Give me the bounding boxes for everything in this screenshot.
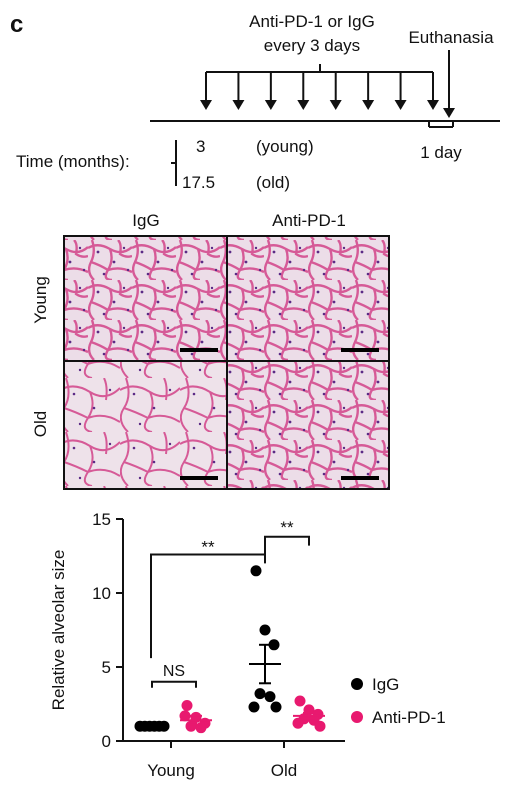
scale-bar-young-igg bbox=[180, 348, 218, 352]
euthanasia-label: Euthanasia bbox=[408, 28, 494, 47]
data-point bbox=[270, 701, 282, 713]
data-point bbox=[250, 565, 262, 577]
panel-letter: c bbox=[10, 11, 23, 38]
histology-row-label-young: Young bbox=[31, 276, 50, 324]
data-point bbox=[181, 699, 193, 711]
dose-arrow-head bbox=[329, 100, 342, 110]
data-point bbox=[259, 624, 271, 636]
y-tick-label: 10 bbox=[92, 584, 111, 603]
time-label: Time (months): bbox=[16, 152, 130, 171]
dose-arrows bbox=[200, 72, 439, 110]
dose-arrow-head bbox=[200, 100, 212, 110]
legend-marker bbox=[351, 711, 363, 723]
histology-old-anti-pd-1 bbox=[227, 361, 389, 489]
histology-grid bbox=[63, 235, 390, 490]
significance-label: ** bbox=[280, 518, 294, 537]
data-point bbox=[179, 710, 191, 722]
dose-arrow-head bbox=[362, 100, 375, 110]
y-axis: 0 5 10 15 bbox=[92, 510, 124, 751]
y-tick-label: 15 bbox=[92, 510, 111, 529]
data-points bbox=[134, 565, 326, 734]
dose-arrow-head bbox=[232, 100, 245, 110]
significance-bracket bbox=[264, 535, 310, 555]
histology-row-label-old: Old bbox=[31, 411, 50, 437]
y-tick-label: 5 bbox=[102, 658, 111, 677]
data-point bbox=[254, 688, 266, 700]
data-point bbox=[314, 720, 326, 732]
x-tick-label: Old bbox=[271, 761, 297, 780]
data-point bbox=[185, 720, 197, 732]
age-young-label: (young) bbox=[256, 137, 314, 156]
x-axis: Young Old bbox=[123, 740, 345, 780]
histology-young-igg bbox=[64, 236, 227, 361]
dose-arrow-head bbox=[394, 100, 407, 110]
significance-bracket bbox=[151, 680, 197, 688]
treatment-label-line2: every 3 days bbox=[264, 36, 360, 55]
data-point bbox=[264, 691, 276, 703]
treatment-label-line1: Anti-PD-1 or IgG bbox=[249, 12, 375, 31]
data-point bbox=[268, 639, 280, 651]
age-old-value: 17.5 bbox=[182, 173, 215, 192]
age-old-label: (old) bbox=[256, 173, 290, 192]
alveolar-size-plot: Relative alveolar size 0 5 10 15 Young Old N… bbox=[49, 510, 446, 780]
scale-bar-young-anti-pd-1 bbox=[341, 348, 379, 352]
treatment-timeline bbox=[150, 64, 500, 186]
histology-young-anti-pd-1 bbox=[227, 236, 389, 361]
histology-column-label-anti-pd-1: Anti-PD-1 bbox=[272, 211, 346, 230]
scale-bar-old-igg bbox=[180, 476, 218, 480]
significance-bracket bbox=[150, 553, 266, 659]
dose-arrow-head bbox=[427, 100, 439, 110]
euthanasia-arrow bbox=[443, 50, 455, 118]
histology-old-igg bbox=[64, 361, 227, 489]
y-axis-label: Relative alveolar size bbox=[49, 550, 68, 711]
dose-arrow-head bbox=[297, 100, 310, 110]
significance-label: NS bbox=[163, 663, 185, 680]
data-point bbox=[292, 717, 304, 729]
legend-label: Anti-PD-1 bbox=[372, 708, 446, 727]
dose-arrow-head bbox=[264, 100, 277, 110]
legend-label: IgG bbox=[372, 675, 399, 694]
scale-bar-old-anti-pd-1 bbox=[341, 476, 379, 480]
data-point bbox=[248, 701, 260, 713]
interval-label: 1 day bbox=[420, 143, 462, 162]
significance-label: ** bbox=[201, 538, 215, 557]
legend: IgG Anti-PD-1 bbox=[351, 675, 446, 727]
legend-marker bbox=[351, 678, 363, 690]
significance-brackets: NS ** ** bbox=[150, 518, 310, 688]
x-tick-label: Young bbox=[147, 761, 195, 780]
histology-column-label-igg: IgG bbox=[132, 211, 159, 230]
y-tick-label: 0 bbox=[102, 732, 111, 751]
age-young-value: 3 bbox=[196, 137, 205, 156]
data-point bbox=[294, 695, 306, 707]
